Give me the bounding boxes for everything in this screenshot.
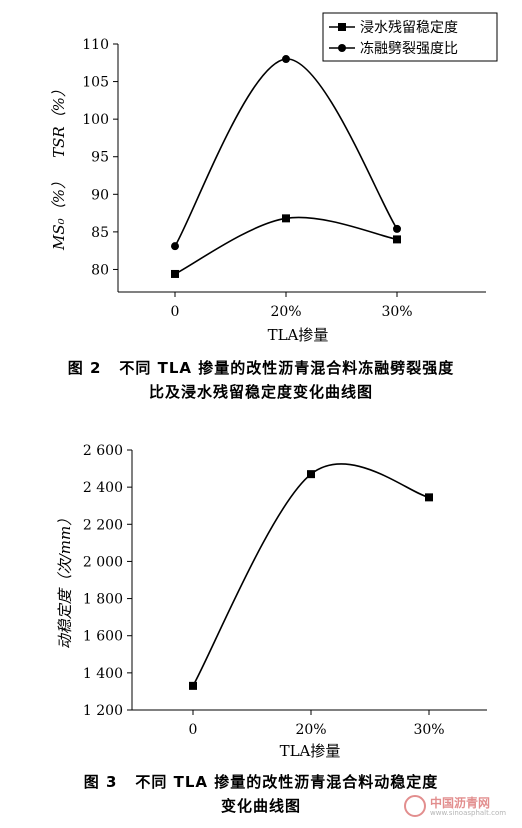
data-point-circle <box>282 55 290 64</box>
figure-2-number: 图 2 <box>67 359 102 377</box>
y-tick-label: 2 600 <box>83 443 123 459</box>
series-group <box>189 463 433 690</box>
x-tick-label: 0 <box>189 722 198 738</box>
y-tick-label: 105 <box>82 75 109 91</box>
y-tick-label: 1 600 <box>83 629 123 645</box>
x-tick-label: 30% <box>413 722 444 738</box>
figure-3-title-1: 不同 TLA 掺量的改性沥青混合料动稳定度 <box>135 773 439 791</box>
data-point-square <box>282 214 290 223</box>
data-point-circle <box>393 224 401 233</box>
y-tick-label: 110 <box>82 37 109 53</box>
data-point-square <box>189 681 197 690</box>
figure-2-caption-line-2: 比及浸水残留稳定度变化曲线图 <box>148 383 373 401</box>
y-ticks: 80 85 90 95 100 105 110 <box>82 37 118 278</box>
y-tick-label: 1 800 <box>83 592 123 608</box>
legend-label-tsr: 冻融劈裂强度比 <box>360 40 458 57</box>
x-ticks: 0 20% 30% <box>171 292 413 320</box>
plot-frame <box>131 450 487 711</box>
plot-frame <box>117 44 486 293</box>
y-tick-label: 2 000 <box>83 554 123 570</box>
figure-2-caption: 图 2 不同 TLA 掺量的改性沥青混合料冻融劈裂强度 比及浸水残留稳定度变化曲线… <box>0 356 522 404</box>
y-axis-label-ms0: MS₀（%） <box>50 174 68 251</box>
y-tick-label: 95 <box>91 150 109 166</box>
x-tick-label: 20% <box>270 304 301 320</box>
data-point-square <box>425 493 433 502</box>
y-tick-label: 100 <box>82 112 109 128</box>
y-tick-label: 80 <box>91 262 109 278</box>
y-tick-label: 2 200 <box>83 517 123 533</box>
figure-3-number: 图 3 <box>83 773 118 791</box>
x-axis-label: TLA掺量 <box>268 326 329 344</box>
y-tick-label: 2 400 <box>83 480 123 496</box>
legend: 浸水残留稳定度 冻融劈裂强度比 <box>322 12 498 62</box>
figure-2-title-1: 不同 TLA 掺量的改性沥青混合料冻融劈裂强度 <box>119 359 455 377</box>
y-tick-label: 1 200 <box>83 703 123 719</box>
y-tick-label: 90 <box>91 187 109 203</box>
legend-box <box>322 12 498 62</box>
data-point-square <box>393 235 401 244</box>
chart-dynamic-stability: 1 200 1 400 1 600 1 800 2 000 2 200 2 400 2 600… <box>56 443 487 760</box>
y-tick-label: 85 <box>91 225 109 241</box>
series-group <box>171 55 401 278</box>
x-tick-label: 0 <box>171 304 180 320</box>
figure-2-caption-line-1: 图 2 不同 TLA 掺量的改性沥青混合料冻融劈裂强度 <box>0 356 522 380</box>
legend-label-ms0: 浸水残留稳定度 <box>360 20 458 36</box>
figure-3-caption-line-2: 变化曲线图 <box>220 797 301 815</box>
figure-3-caption: 图 3 不同 TLA 掺量的改性沥青混合料动稳定度 变化曲线图 <box>0 770 522 818</box>
figure-3-caption-line-1: 图 3 不同 TLA 掺量的改性沥青混合料动稳定度 <box>0 770 522 794</box>
series-line-0 <box>174 216 398 275</box>
watermark-sub-text: www.sinoasphalt.com <box>430 809 507 817</box>
series-line-0 <box>192 463 430 687</box>
x-tick-label: 30% <box>381 304 412 320</box>
y-axis-label: 动稳定度（次/mm） <box>56 511 74 650</box>
watermark-logo-icon <box>404 795 426 817</box>
legend-marker-circle <box>338 44 346 52</box>
data-point-square <box>171 269 179 278</box>
x-axis-label: TLA掺量 <box>280 742 341 760</box>
legend-marker-square <box>338 23 346 31</box>
y-ticks: 1 200 1 400 1 600 1 800 2 000 2 200 2 400 2 600 <box>83 443 132 719</box>
data-point-square <box>307 470 315 479</box>
y-axis-label-tsr: TSR（%） <box>50 82 68 158</box>
site-watermark: 中国沥青网 www.sinoasphalt.com <box>402 792 514 822</box>
data-point-circle <box>171 242 179 251</box>
x-tick-label: 20% <box>295 722 326 738</box>
x-ticks: 0 20% 30% <box>189 710 445 738</box>
y-tick-label: 1 400 <box>83 666 123 682</box>
watermark-main-text: 中国沥青网 <box>430 796 491 810</box>
